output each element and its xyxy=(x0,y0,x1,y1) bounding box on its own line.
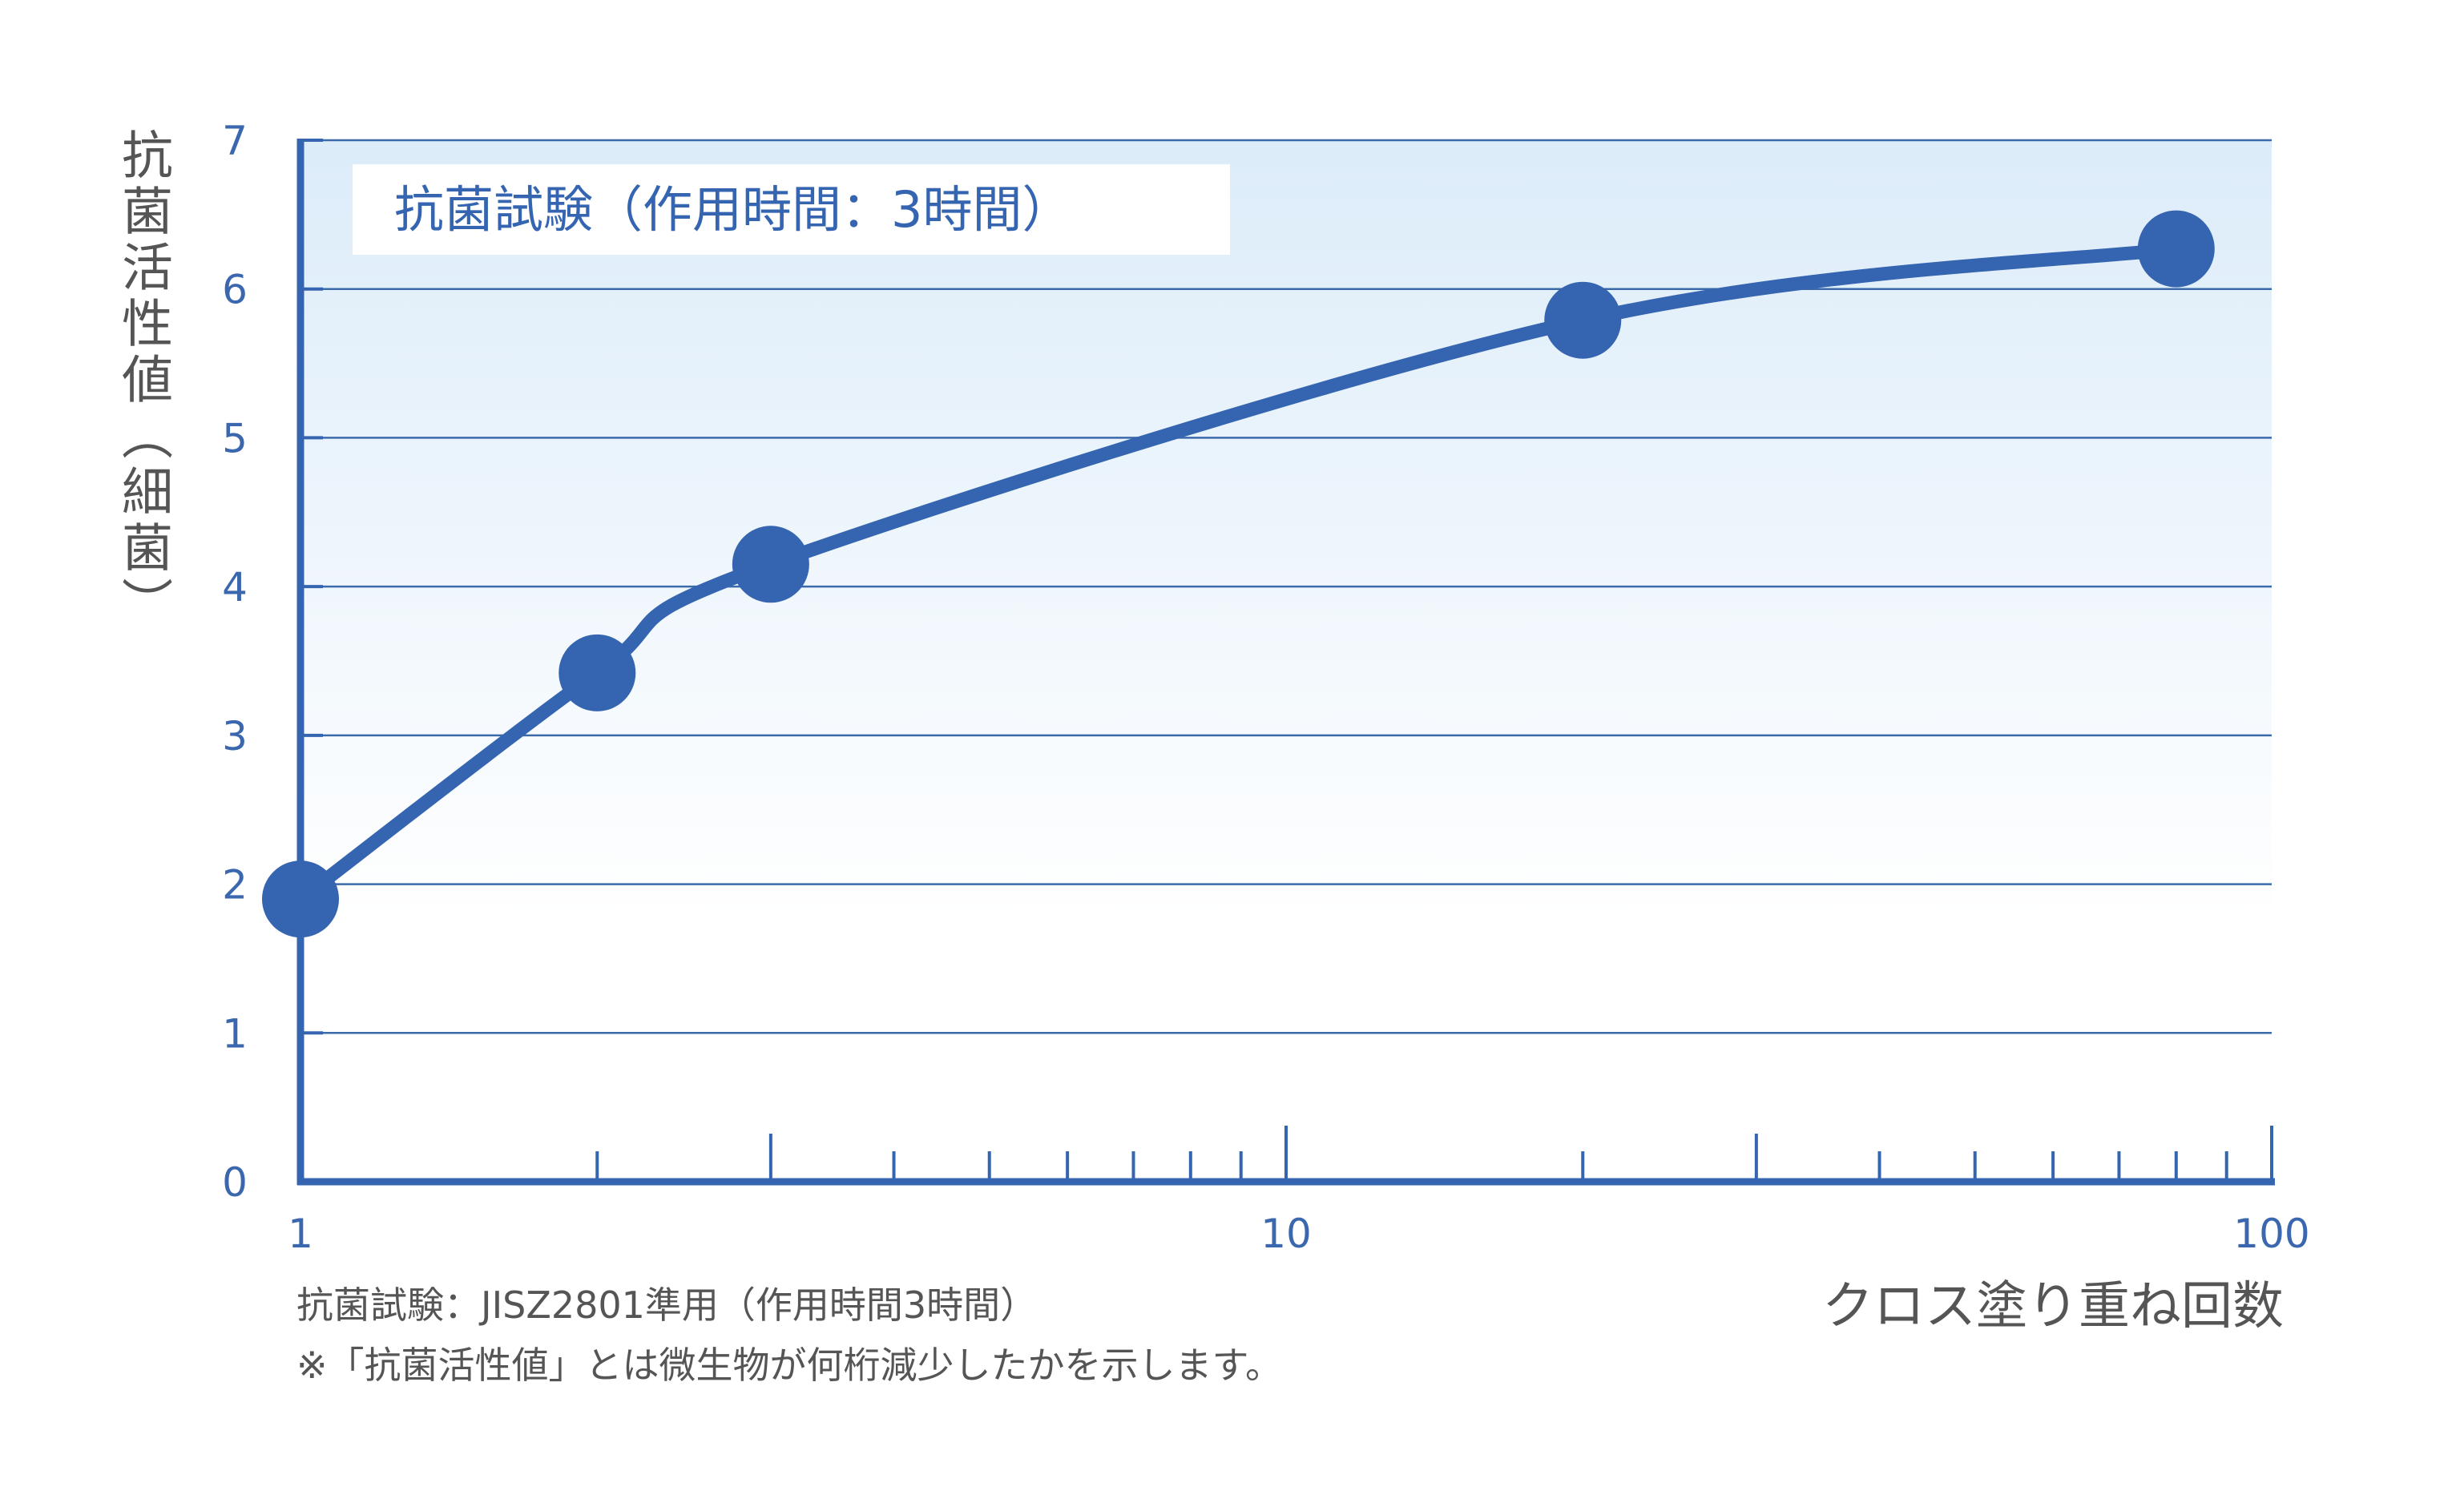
series-layer xyxy=(262,210,2215,938)
y-tick-label-1: 1 xyxy=(222,1010,248,1057)
y-tick-label-3: 3 xyxy=(222,713,248,760)
y-axis-label: 抗菌活性値（細菌） xyxy=(113,128,172,633)
chart-title-box xyxy=(353,164,1230,255)
x-tick-label-1: 1 xyxy=(288,1211,313,1257)
series-line xyxy=(293,242,2184,906)
y-tick-label-6: 6 xyxy=(222,267,248,313)
y-tick-label-5: 5 xyxy=(222,415,248,461)
y-tick-label-2: 2 xyxy=(222,862,248,909)
y-tick-labels: 0 1 2 3 4 5 6 7 xyxy=(222,118,248,1206)
x-tick-label-100: 100 xyxy=(2233,1211,2309,1257)
data-point-5 xyxy=(2137,210,2215,288)
x-axis-label: クロス塗り重ね回数 xyxy=(1822,1277,2284,1336)
footnote-test-method: 抗菌試験：JISZ2801準用（作用時間3時間） xyxy=(296,1283,1037,1327)
chart-title: 抗菌試験（作用時間：3時間） xyxy=(394,180,1071,239)
axes xyxy=(296,139,2275,1186)
x-tick-label-10: 10 xyxy=(1260,1211,1312,1257)
grid-lines xyxy=(300,139,2272,1035)
y-tick-label-7: 7 xyxy=(222,118,248,164)
data-point-2 xyxy=(559,634,636,711)
x-tick-labels: 1 10 100 xyxy=(288,1211,2310,1257)
data-point-4 xyxy=(1544,281,1622,359)
y-tick-label-0: 0 xyxy=(222,1159,248,1206)
data-point-1 xyxy=(262,860,339,938)
y-tick-label-4: 4 xyxy=(222,564,248,610)
data-point-3 xyxy=(732,526,809,603)
footnote-definition: ※「抗菌活性値」とは微生物が何桁減少したかを示します。 xyxy=(296,1344,1282,1387)
